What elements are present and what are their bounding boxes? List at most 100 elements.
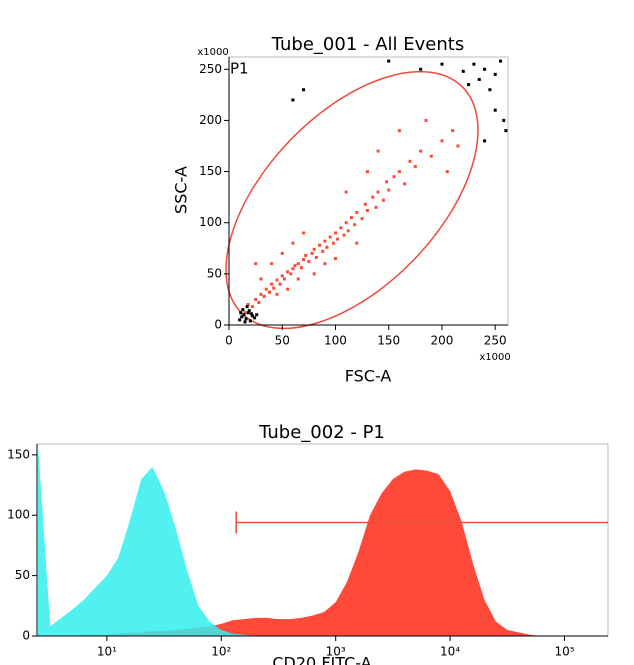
dot: [304, 253, 308, 257]
dot: [307, 260, 311, 264]
dot: [249, 312, 253, 316]
dot: [267, 290, 271, 294]
x-tick-label: 200: [431, 334, 454, 348]
dot: [254, 297, 258, 301]
y-tick-label: 0: [214, 318, 222, 332]
x-axis-label: FSC-A: [345, 367, 392, 386]
dot: [272, 286, 276, 290]
y-tick-label: 100: [199, 215, 222, 229]
dot: [339, 226, 343, 230]
dot: [483, 139, 487, 143]
dot: [275, 278, 279, 282]
dot: [376, 149, 380, 153]
dot: [239, 311, 243, 315]
dot: [376, 190, 380, 194]
dot: [477, 78, 481, 82]
dot: [363, 202, 367, 206]
dot: [241, 308, 245, 312]
dot: [293, 264, 297, 268]
dot: [275, 292, 279, 296]
dot: [280, 274, 284, 278]
dot: [499, 59, 503, 63]
dot: [371, 195, 375, 199]
chart-title: Tube_001 - All Events: [271, 34, 464, 55]
dot: [291, 267, 295, 271]
dot: [325, 245, 329, 249]
y-tick-label: 100: [7, 508, 30, 522]
dot: [254, 262, 258, 266]
dot: [387, 59, 391, 63]
dot: [257, 300, 261, 304]
dot: [262, 294, 266, 298]
dot: [318, 243, 322, 247]
dot: [323, 262, 327, 266]
x-tick-label: 150: [377, 334, 400, 348]
dot: [349, 216, 353, 220]
dot: [299, 266, 303, 270]
dot: [280, 251, 284, 255]
histogram-area: [38, 445, 599, 636]
dot: [331, 241, 335, 245]
y-axis-label: SSC-A: [172, 166, 191, 214]
dot: [419, 67, 423, 71]
dot: [355, 241, 359, 245]
scale-label: x1000: [479, 352, 510, 363]
dot: [289, 272, 293, 276]
dot: [312, 272, 316, 276]
dot: [483, 67, 487, 71]
dot: [247, 309, 251, 313]
dot: [461, 69, 465, 73]
x-tick-label: 10⁴: [440, 645, 460, 659]
dot: [502, 118, 506, 122]
y-tick-label: 50: [15, 568, 30, 582]
dot: [456, 144, 460, 148]
dot: [429, 154, 433, 158]
dot: [286, 270, 290, 274]
dot: [360, 217, 364, 221]
dot: [282, 277, 286, 281]
dot: [408, 159, 412, 163]
dot: [336, 237, 340, 241]
dot: [270, 282, 274, 286]
dot: [440, 139, 444, 143]
x-tick-label: 50: [275, 334, 290, 348]
dot: [445, 170, 449, 174]
dot: [323, 239, 327, 243]
dot: [403, 182, 407, 186]
dot: [387, 188, 391, 192]
dot: [240, 315, 244, 319]
y-tick-label: 150: [199, 164, 222, 178]
x-tick-label: 0: [225, 334, 233, 348]
dot: [346, 229, 350, 233]
dot: [242, 313, 246, 317]
y-tick-label: 50: [207, 266, 222, 280]
x-tick-label: 10³: [326, 645, 346, 659]
dot: [250, 314, 254, 318]
scale-label: x1000: [197, 47, 228, 58]
y-tick-label: 200: [199, 113, 222, 127]
dot: [246, 311, 250, 315]
dot: [333, 257, 337, 261]
dot: [243, 311, 247, 315]
dot: [259, 277, 263, 281]
dot: [488, 88, 492, 92]
dot: [296, 277, 300, 281]
gate-label: P1: [230, 60, 249, 78]
dot: [397, 129, 401, 133]
x-axis-label: CD20 FITC-A: [272, 654, 371, 665]
x-tick-label: 10²: [211, 645, 231, 659]
dot: [312, 247, 316, 251]
dot: [238, 318, 242, 322]
dot: [264, 287, 268, 291]
dot: [321, 249, 325, 253]
dot: [302, 88, 306, 92]
dot: [424, 118, 428, 122]
dot: [392, 175, 396, 179]
dot: [314, 255, 318, 259]
dot: [374, 205, 378, 209]
x-tick-label: 250: [484, 334, 507, 348]
dot: [419, 149, 423, 153]
dot: [310, 251, 314, 255]
histogram-area: [38, 469, 599, 636]
